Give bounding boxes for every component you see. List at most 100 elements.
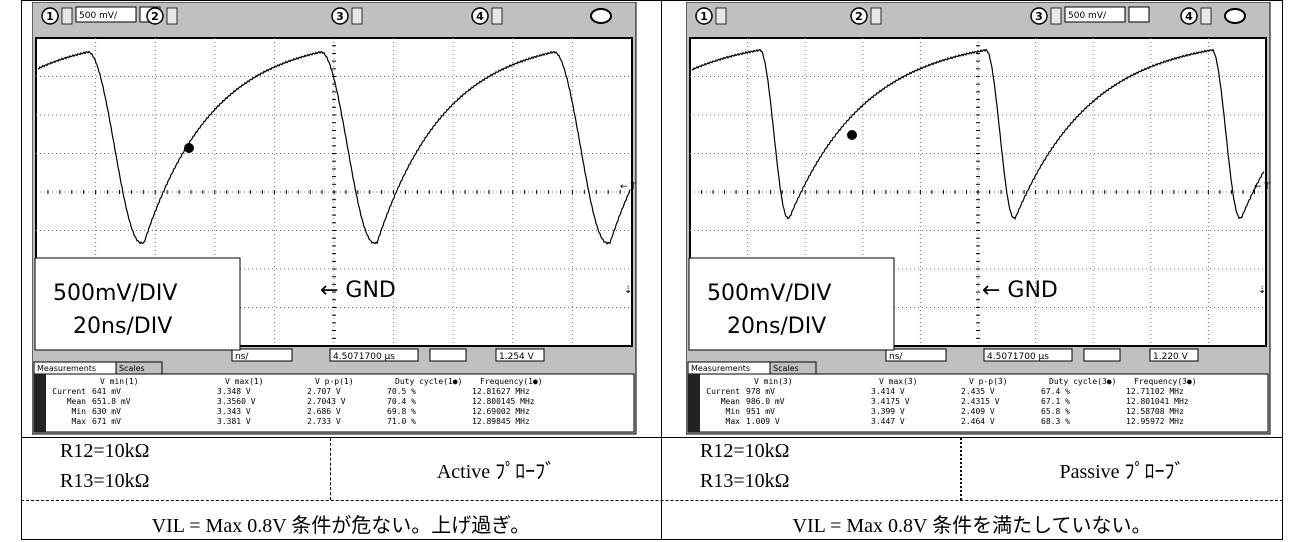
annotation-gnd: ← GND [320, 278, 396, 303]
resistor-label: R13=10kΩ [700, 470, 789, 493]
ground-marker: ⇣ [1258, 285, 1266, 296]
delay: 4.5071700 µs [333, 352, 395, 362]
condition-label: VIL = Max 0.8V 条件が危ない。上げ過ぎ。 [21, 509, 661, 538]
run-control[interactable] [1084, 349, 1120, 361]
annotation-volts: 500mV/DIV [53, 281, 177, 306]
channel-number: 4 [1185, 10, 1193, 23]
resistor-label: R12=10kΩ [700, 440, 789, 463]
oscilloscope-screen: 1500 mV/234← T⇣ns/4.5071700 µs1.254 VMea… [32, 2, 644, 436]
measurement-value: 12.800145 MHz [472, 397, 535, 406]
annotation-time: 20ns/DIV [73, 314, 172, 339]
measurement-value: 12.69002 MHz [472, 407, 530, 416]
measurement-value: 69.8 % [387, 407, 416, 416]
measurement-value: 12.81627 MHz [472, 387, 530, 396]
row-label: Max [72, 417, 87, 426]
measurement-value: 3.3560 V [217, 397, 256, 406]
volts-div: 500 mV/ [1068, 11, 1107, 21]
measurement-value: 12.71102 MHz [1126, 387, 1184, 396]
delay: 4.5071700 µs [987, 352, 1049, 362]
coupling-button [1129, 7, 1149, 22]
trigger-marker: ← T [1254, 182, 1270, 192]
row-label: Current [706, 387, 740, 396]
channel-number: 3 [336, 10, 344, 23]
measurement-value: 641 mV [92, 387, 121, 396]
tab-label: Measurements [37, 364, 96, 373]
probe-label: Active ﾌﾟﾛｰﾌﾞ [331, 455, 661, 484]
measurement-value: 12.89845 MHz [472, 417, 530, 426]
row-divider [21, 437, 1283, 438]
column-header: V min(1) [100, 377, 139, 386]
measurement-value: 951 mV [746, 407, 775, 416]
measurement-value: 671 mV [92, 417, 121, 426]
timebase: ns/ [889, 352, 903, 362]
measurement-value: 3.343 V [217, 407, 251, 416]
channel-toggle [871, 8, 881, 24]
page: 1 500 mV/2 3 4 ← T ⇣ ns/4.5071700 µs 1.254 V Mea… [0, 0, 1297, 542]
measurement-value: 3.399 V [871, 407, 905, 416]
channel-number: 2 [855, 10, 863, 23]
measurement-value: 70.4 % [387, 397, 416, 406]
measurement-value: 2.409 V [961, 407, 995, 416]
column-header: V p-p(1) [315, 377, 354, 386]
column-header: V max(1) [225, 377, 264, 386]
row-label: Min [72, 407, 87, 416]
measurement-value: 986.0 mV [746, 397, 785, 406]
measurement-value: 2.7043 V [307, 397, 346, 406]
run-control[interactable] [430, 349, 466, 361]
condition-label: VIL = Max 0.8V 条件を満たしていない。 [662, 509, 1282, 538]
measurement-value: 651.8 mV [92, 397, 131, 406]
trigger-marker: ← T [620, 182, 636, 192]
row-label: Mean [721, 397, 740, 406]
resistor-label: R12=10kΩ [60, 440, 149, 463]
display-icon [591, 9, 611, 23]
measurement-value: 67.4 % [1041, 387, 1070, 396]
measurement-value: 3.348 V [217, 387, 251, 396]
channel-number: 1 [46, 10, 54, 23]
measurement-value: 71.0 % [387, 417, 416, 426]
trigger-level: 1.254 V [499, 352, 535, 362]
measurement-value: 2.464 V [961, 417, 995, 426]
resistor-label: R13=10kΩ [60, 470, 149, 493]
column-header: V min(3) [754, 377, 793, 386]
measurement-value: 3.4175 V [871, 397, 910, 406]
measurement-value: 2.4315 V [961, 397, 1000, 406]
cursor-dot [184, 143, 194, 153]
annotation-gnd: ← GND [982, 278, 1058, 303]
channel-toggle [1051, 8, 1061, 24]
scrollbar [688, 374, 700, 432]
column-header: Duty cycle(3●) [1049, 377, 1116, 386]
measurement-value: 12.801041 MHz [1126, 397, 1189, 406]
tab-label: Scales [773, 364, 799, 373]
channel-toggle [716, 8, 726, 24]
measurement-value: 3.381 V [217, 417, 251, 426]
tab-label: Measurements [691, 364, 750, 373]
annotation-time: 20ns/DIV [727, 314, 826, 339]
row-label: Min [726, 407, 741, 416]
column-header: V p-p(3) [969, 377, 1008, 386]
measurement-value: 3.447 V [871, 417, 905, 426]
column-header: Frequency(1●) [480, 377, 543, 386]
measurement-value: 2.435 V [961, 387, 995, 396]
row-label: Mean [67, 397, 86, 406]
measurement-value: 12.58708 MHz [1126, 407, 1184, 416]
channel-toggle [1201, 8, 1211, 24]
measurement-value: 70.5 % [387, 387, 416, 396]
trigger-level: 1.220 V [1153, 352, 1189, 362]
channel-toggle [492, 8, 502, 24]
ground-marker: ⇣ [624, 285, 632, 296]
measurement-value: 68.3 % [1041, 417, 1070, 426]
volts-div: 500 mV/ [79, 11, 118, 21]
timebase: ns/ [235, 352, 249, 362]
channel-number: 3 [1035, 10, 1043, 23]
channel-toggle [62, 8, 72, 24]
measurement-value: 2.733 V [307, 417, 341, 426]
measurement-value: 67.1 % [1041, 397, 1070, 406]
column-divider [661, 0, 662, 540]
measurement-value: 12.95972 MHz [1126, 417, 1184, 426]
measurement-value: 2.686 V [307, 407, 341, 416]
display-icon [1225, 9, 1245, 23]
column-header: V max(3) [879, 377, 918, 386]
probe-label: Passive ﾌﾟﾛｰﾌﾞ [962, 455, 1282, 484]
measurement-value: 3.414 V [871, 387, 905, 396]
row-label: Max [726, 417, 741, 426]
